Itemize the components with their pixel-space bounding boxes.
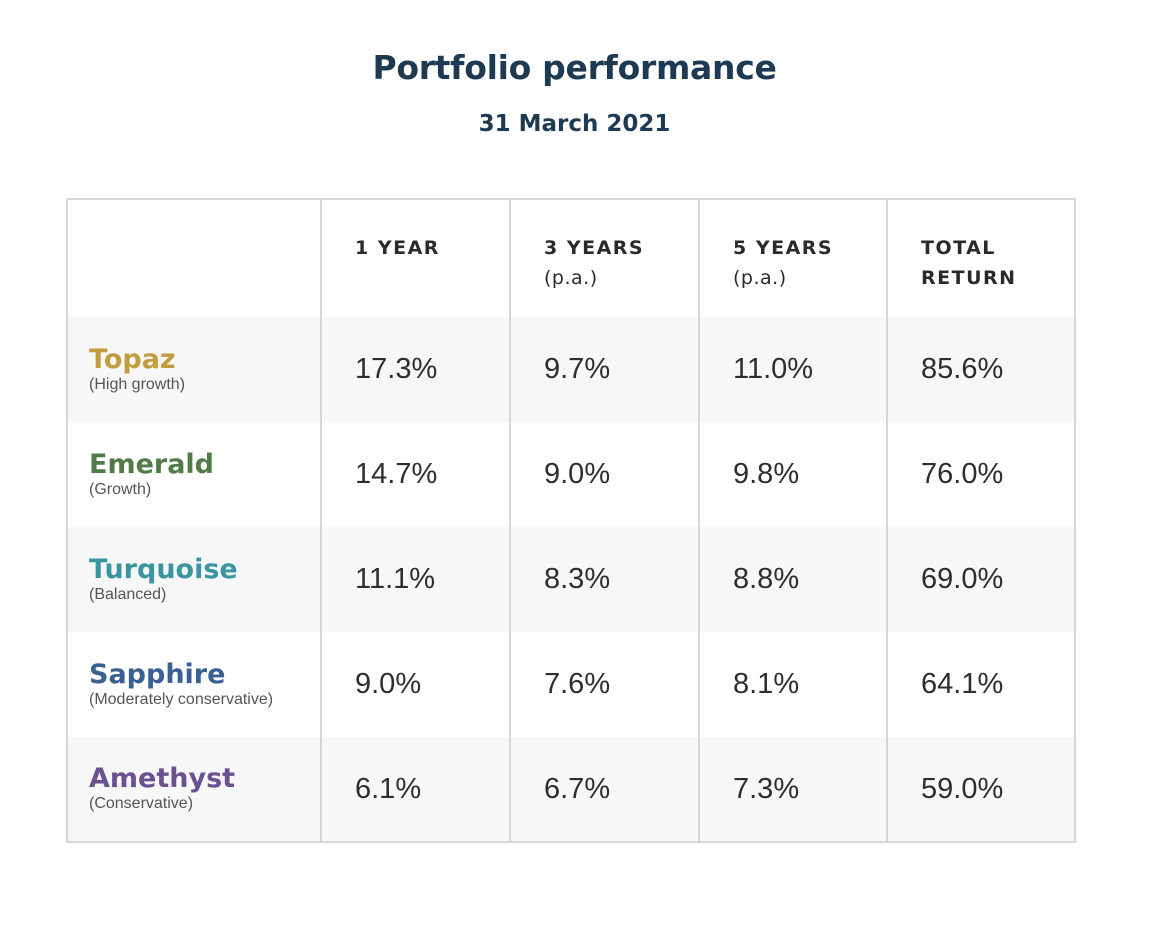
value-cell: 11.0% bbox=[698, 317, 888, 422]
portfolio-description: (High growth) bbox=[89, 375, 186, 393]
portfolio-name: Topaz bbox=[89, 343, 176, 375]
portfolio-description: (Balanced) bbox=[89, 585, 167, 603]
column-header-main: 3 YEARS bbox=[544, 237, 645, 259]
value-cell: 6.1% bbox=[320, 737, 511, 843]
portfolio-name: Amethyst bbox=[89, 763, 236, 794]
column-header: 5 YEARS (p.a.) bbox=[698, 198, 888, 317]
portfolio-name-cell: Sapphire (Moderately conservative) bbox=[66, 632, 322, 737]
column-header: 1 YEAR bbox=[320, 198, 511, 317]
value-cell: 8.1% bbox=[698, 632, 888, 737]
portfolio-name-cell: Amethyst (Conservative) bbox=[66, 737, 322, 843]
table-row: Amethyst (Conservative) 6.1% 6.7% 7.3% 5… bbox=[66, 737, 1076, 843]
column-header: TOTAL RETURN bbox=[886, 198, 1076, 317]
portfolio-name-cell: Turquoise (Balanced) bbox=[66, 527, 322, 632]
column-header-main: TOTAL bbox=[921, 237, 996, 259]
table-row: Sapphire (Moderately conservative) 9.0% … bbox=[66, 632, 1076, 737]
portfolio-description: (Conservative) bbox=[89, 795, 194, 812]
value-cell: 85.6% bbox=[886, 317, 1076, 422]
portfolio-description: (Moderately conservative) bbox=[89, 690, 274, 708]
column-header-sub: RETURN bbox=[921, 267, 1017, 289]
table-header-row: 1 YEAR 3 YEARS (p.a.) 5 YEARS (p.a.) TOT… bbox=[66, 198, 1076, 317]
column-header-main: 1 YEAR bbox=[355, 237, 440, 259]
table-row: Emerald (Growth) 14.7% 9.0% 9.8% 76.0% bbox=[66, 422, 1076, 527]
value-cell: 9.7% bbox=[509, 317, 700, 422]
value-cell: 8.3% bbox=[509, 527, 700, 632]
value-cell: 64.1% bbox=[886, 632, 1076, 737]
column-header-main: 5 YEARS bbox=[733, 237, 834, 259]
value-cell: 14.7% bbox=[320, 422, 511, 527]
header-empty-cell bbox=[66, 198, 322, 317]
value-cell: 59.0% bbox=[886, 737, 1076, 843]
portfolio-description: (Growth) bbox=[89, 480, 152, 498]
page-subtitle-date: 31 March 2021 bbox=[478, 111, 671, 137]
value-cell: 69.0% bbox=[886, 527, 1076, 632]
value-cell: 7.6% bbox=[509, 632, 700, 737]
value-cell: 9.0% bbox=[320, 632, 511, 737]
page-title: Portfolio performance bbox=[372, 48, 777, 87]
value-cell: 6.7% bbox=[509, 737, 700, 843]
portfolio-name: Sapphire bbox=[89, 658, 226, 690]
value-cell: 11.1% bbox=[320, 527, 511, 632]
table-row: Turquoise (Balanced) 11.1% 8.3% 8.8% 69.… bbox=[66, 527, 1076, 632]
table-row: Topaz (High growth) 17.3% 9.7% 11.0% 85.… bbox=[66, 317, 1076, 422]
value-cell: 8.8% bbox=[698, 527, 888, 632]
value-cell: 9.0% bbox=[509, 422, 700, 527]
portfolio-name: Turquoise bbox=[89, 553, 238, 585]
portfolio-name: Emerald bbox=[89, 448, 215, 480]
portfolio-name-cell: Topaz (High growth) bbox=[66, 317, 322, 422]
performance-table: 1 YEAR 3 YEARS (p.a.) 5 YEARS (p.a.) TOT… bbox=[66, 198, 1076, 843]
value-cell: 17.3% bbox=[320, 317, 511, 422]
column-header-sub: (p.a.) bbox=[544, 267, 598, 289]
column-header-sub: (p.a.) bbox=[733, 267, 787, 289]
portfolio-name-cell: Emerald (Growth) bbox=[66, 422, 322, 527]
column-header: 3 YEARS (p.a.) bbox=[509, 198, 700, 317]
value-cell: 9.8% bbox=[698, 422, 888, 527]
value-cell: 76.0% bbox=[886, 422, 1076, 527]
value-cell: 7.3% bbox=[698, 737, 888, 843]
